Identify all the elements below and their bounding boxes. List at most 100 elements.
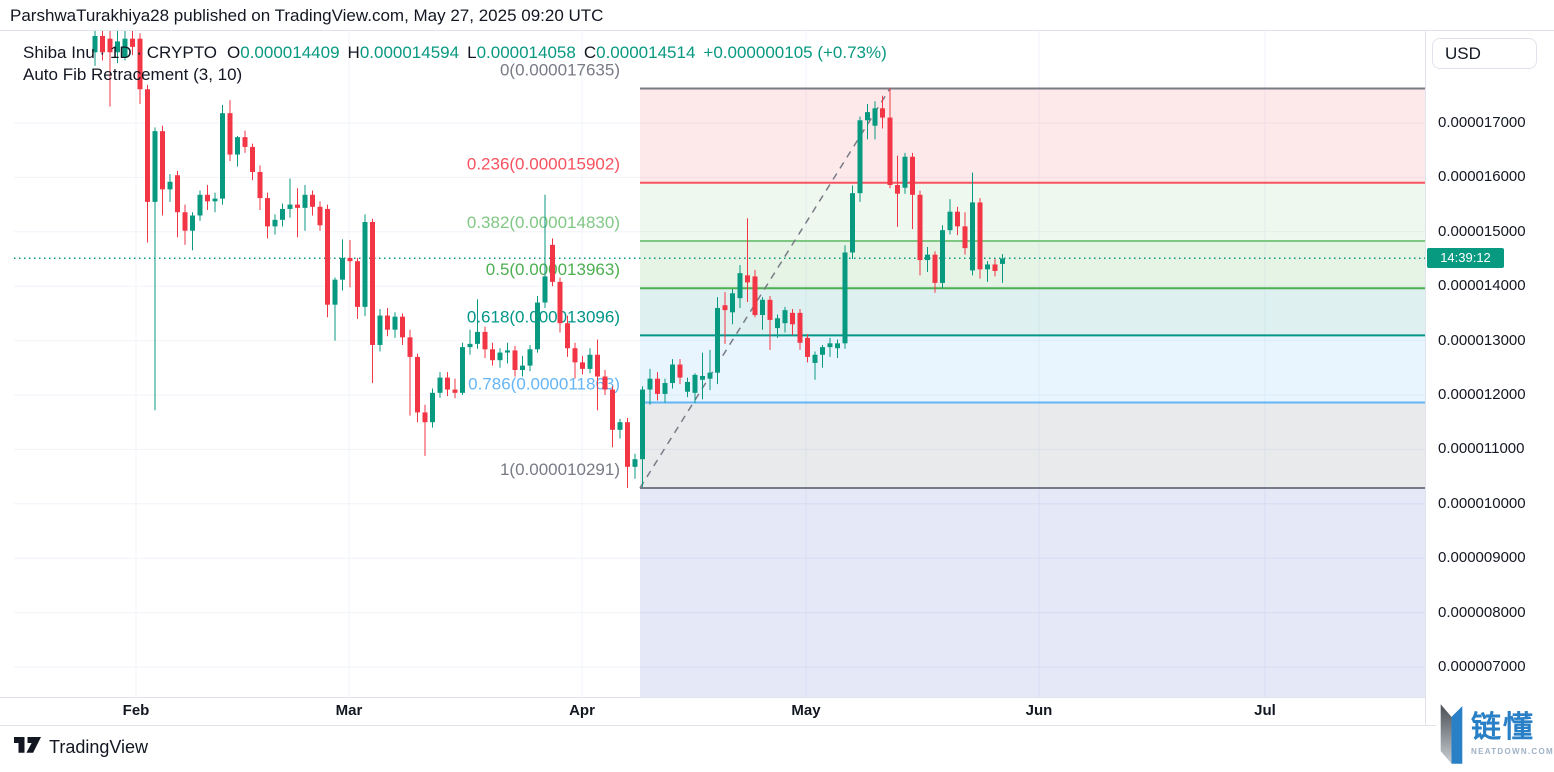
- candle-body: [302, 194, 308, 208]
- candle-body: [152, 131, 158, 202]
- fib-level-label: 1(0.000010291): [500, 460, 620, 479]
- chart-pane[interactable]: 0(0.000017635) 0.236(0.000015902) 0.382(0.…: [0, 31, 1425, 697]
- ohlc-low: L0.000014058: [467, 43, 576, 62]
- indicator-label[interactable]: Auto Fib Retracement (3, 10): [23, 65, 243, 84]
- candle-body: [940, 230, 945, 283]
- candle-body: [752, 276, 758, 316]
- attribution-text: ParshwaTurakhiya28 published on TradingV…: [10, 6, 604, 25]
- axis-separator: [1425, 31, 1426, 725]
- candle-body: [760, 299, 765, 316]
- candle-body: [385, 315, 390, 330]
- fib-band-extension: [640, 487, 1425, 697]
- currency-button[interactable]: USD: [1432, 38, 1537, 69]
- price-axis-label: 0.000010000: [1438, 494, 1526, 512]
- candle-body: [430, 392, 435, 423]
- candle-body: [107, 38, 113, 53]
- candle-body: [122, 38, 128, 58]
- tradingview-wordmark: TradingView: [49, 737, 149, 757]
- candle-body: [835, 343, 840, 349]
- candle-body: [610, 389, 615, 430]
- candle-body: [587, 354, 593, 369]
- candle-body: [250, 146, 255, 172]
- fib-level-label: 0(0.000017635): [500, 60, 620, 79]
- countdown-badge: 14:39:12: [1427, 248, 1504, 269]
- candle-body: [317, 206, 323, 226]
- fib-level-label: 0.382(0.000014830): [467, 213, 620, 232]
- candle-body: [865, 112, 870, 121]
- price-axis-label: 0.000013000: [1438, 331, 1526, 349]
- candle-body: [970, 202, 975, 271]
- price-axis-label: 0.000012000: [1438, 386, 1526, 403]
- candle-body: [512, 350, 518, 370]
- time-axis-label: Apr: [569, 702, 595, 719]
- candle-body: [235, 137, 240, 155]
- candle-body: [115, 41, 120, 53]
- candle-body: [902, 156, 908, 188]
- candle-body: [197, 194, 203, 216]
- candle-body: [692, 374, 698, 393]
- candle-body: [130, 38, 135, 47]
- symbol-title[interactable]: Shiba Inu · 1D · CRYPTO: [23, 43, 218, 62]
- price-axis-label: 0.000015000: [1438, 222, 1526, 240]
- candle-body: [595, 354, 600, 377]
- tradingview-link[interactable]: TradingView: [14, 737, 148, 758]
- footer-separator: [0, 725, 1554, 726]
- candle-body: [580, 362, 585, 369]
- candle-body: [100, 35, 105, 53]
- neatdown-watermark[interactable]: 链懂 NEATDOWN.COM: [1436, 698, 1554, 770]
- candle-body: [670, 364, 675, 384]
- price-axis-label: 0.000011000: [1438, 440, 1525, 458]
- candle-body: [332, 279, 338, 305]
- candle-body: [542, 276, 548, 303]
- fib-trend-line: [639, 88, 891, 489]
- neatdown-brand-sub: NEATDOWN.COM: [1471, 747, 1554, 756]
- candle-body: [475, 331, 480, 344]
- candle-body: [490, 349, 495, 361]
- candle-body: [347, 257, 353, 262]
- change-value: +0.000000105 (+0.73%): [703, 43, 887, 62]
- candle-body: [572, 348, 578, 363]
- time-axis-label: May: [791, 702, 821, 719]
- candle-body: [370, 222, 375, 345]
- candle-body: [640, 389, 645, 460]
- time-axis-label: Jul: [1254, 702, 1276, 719]
- fib-band: [640, 241, 1425, 289]
- candle-body: [557, 281, 563, 324]
- candle-body: [272, 219, 278, 227]
- candle-body: [257, 171, 263, 199]
- candle-body: [730, 293, 735, 313]
- candle-body: [565, 323, 570, 349]
- candle-body: [287, 204, 293, 209]
- candle-body: [715, 307, 720, 373]
- candle-body: [872, 108, 878, 126]
- price-axis-label: 0.000017000: [1438, 114, 1526, 131]
- candle-body: [775, 318, 780, 329]
- candle-body: [167, 181, 173, 190]
- price-axis-label: 0.000016000: [1438, 168, 1526, 186]
- time-axis[interactable]: Feb Mar Apr May Jun Jul: [0, 698, 1425, 725]
- candle-body: [977, 202, 983, 270]
- candle-body: [182, 212, 188, 231]
- candle-body: [340, 257, 345, 280]
- candle-body: [407, 337, 413, 357]
- candle-body: [850, 193, 855, 253]
- candle-body: [745, 275, 750, 283]
- fib-band: [640, 402, 1425, 488]
- price-chart[interactable]: 0(0.000017635) 0.236(0.000015902) 0.382(0.…: [0, 31, 1425, 697]
- candle-body: [145, 89, 150, 202]
- candle-body: [925, 254, 930, 261]
- candle-body: [535, 302, 540, 350]
- candle-body: [985, 264, 990, 270]
- candle-body: [677, 364, 683, 378]
- candle-body: [655, 378, 660, 394]
- candle-body: [460, 347, 465, 393]
- candle-body: [527, 349, 533, 366]
- candle-body: [632, 459, 638, 467]
- price-axis[interactable]: USD 14:39:12 0.000017000 0.000016000 0.000…: [1426, 31, 1554, 725]
- candle-body: [820, 347, 825, 355]
- candle-body: [647, 378, 653, 390]
- candle-body: [812, 354, 818, 363]
- candle-body: [625, 422, 630, 467]
- neatdown-brand-cn: 链懂: [1471, 711, 1535, 744]
- candle-body: [415, 356, 420, 413]
